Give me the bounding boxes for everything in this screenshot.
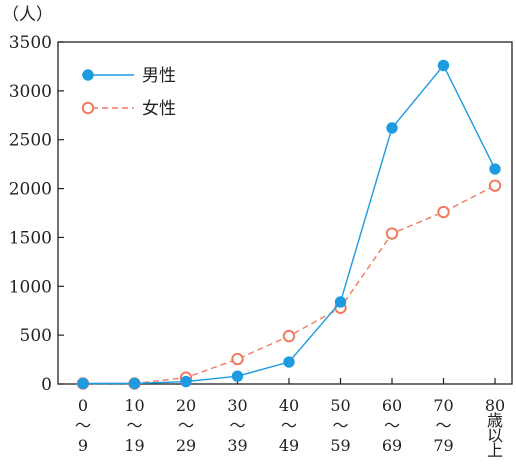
x-tick-label: ～	[75, 416, 91, 435]
x-tick-label: 60	[382, 396, 402, 415]
y-tick-label: 2500	[9, 131, 52, 151]
legend-label-female: 女性	[142, 99, 176, 119]
series-line-female	[83, 185, 496, 385]
legend-marker-male	[82, 69, 94, 81]
x-tick-label: 0	[78, 396, 88, 415]
x-tick-label: 40	[279, 396, 299, 415]
data-point-female	[282, 329, 296, 343]
x-tick-label: 39	[227, 436, 247, 455]
y-tick-label: 1500	[9, 228, 52, 248]
x-tick-label: ～	[281, 416, 297, 435]
legend-marker-female	[81, 101, 95, 115]
y-axis-ticks: 0 500 1000 1500 2000 2500 3000 3500	[9, 33, 64, 395]
x-tick-label: 59	[330, 436, 350, 455]
x-tick-label: ～	[435, 416, 451, 435]
legend-entry-male: 男性	[82, 66, 176, 86]
data-point-female	[385, 227, 399, 240]
y-axis-unit-label: （人）	[2, 5, 53, 25]
data-point-male	[489, 163, 501, 175]
x-tick-label: 歳	[487, 411, 503, 430]
x-tick-label: ～	[332, 416, 348, 435]
data-point-male	[283, 356, 295, 368]
data-point-male	[77, 377, 89, 390]
x-tick-label: 上	[487, 441, 503, 460]
x-tick-label: 9	[78, 436, 88, 455]
x-tick-label: 30	[227, 396, 247, 415]
y-tick-label: 1000	[9, 277, 52, 297]
x-tick-label: ～	[178, 416, 194, 435]
data-point-male	[437, 59, 450, 72]
data-point-male	[180, 375, 192, 388]
x-tick-label: 80	[485, 396, 505, 415]
x-axis-ticks: 0～910～1920～2930～3940～4950～5960～6970～7980…	[75, 378, 505, 460]
legend-entry-female: 女性	[81, 99, 176, 119]
y-tick-label: 0	[41, 375, 52, 395]
x-tick-label: ～	[126, 416, 142, 435]
y-tick-label: 3000	[9, 82, 52, 102]
x-tick-label: 20	[176, 396, 196, 415]
x-tick-label: 10	[124, 396, 144, 415]
y-tick-label: 3500	[9, 33, 52, 53]
data-point-female	[437, 205, 450, 219]
x-tick-label: 50	[330, 396, 350, 415]
data-point-male	[334, 296, 347, 308]
data-point-female	[231, 352, 244, 366]
data-point-male	[231, 370, 244, 382]
data-point-female	[488, 179, 502, 192]
legend-label-male: 男性	[142, 66, 176, 86]
x-tick-label: ～	[229, 416, 245, 435]
x-tick-label: 19	[124, 436, 144, 455]
y-tick-label: 2000	[9, 180, 52, 200]
series-layer	[76, 59, 502, 390]
data-point-male	[128, 377, 141, 390]
x-tick-label: 79	[433, 436, 453, 455]
x-tick-label: 以	[487, 426, 503, 445]
x-tick-label: ～	[384, 416, 400, 435]
legend: 男性 女性	[81, 66, 176, 119]
axes	[57, 41, 513, 385]
y-tick-label: 500	[20, 326, 52, 346]
x-tick-label: 49	[279, 436, 299, 455]
data-point-male	[386, 122, 398, 134]
x-tick-label: 69	[382, 436, 402, 455]
plot-frame	[57, 41, 513, 385]
x-tick-label: 29	[176, 436, 196, 455]
x-tick-label: 70	[433, 396, 453, 415]
